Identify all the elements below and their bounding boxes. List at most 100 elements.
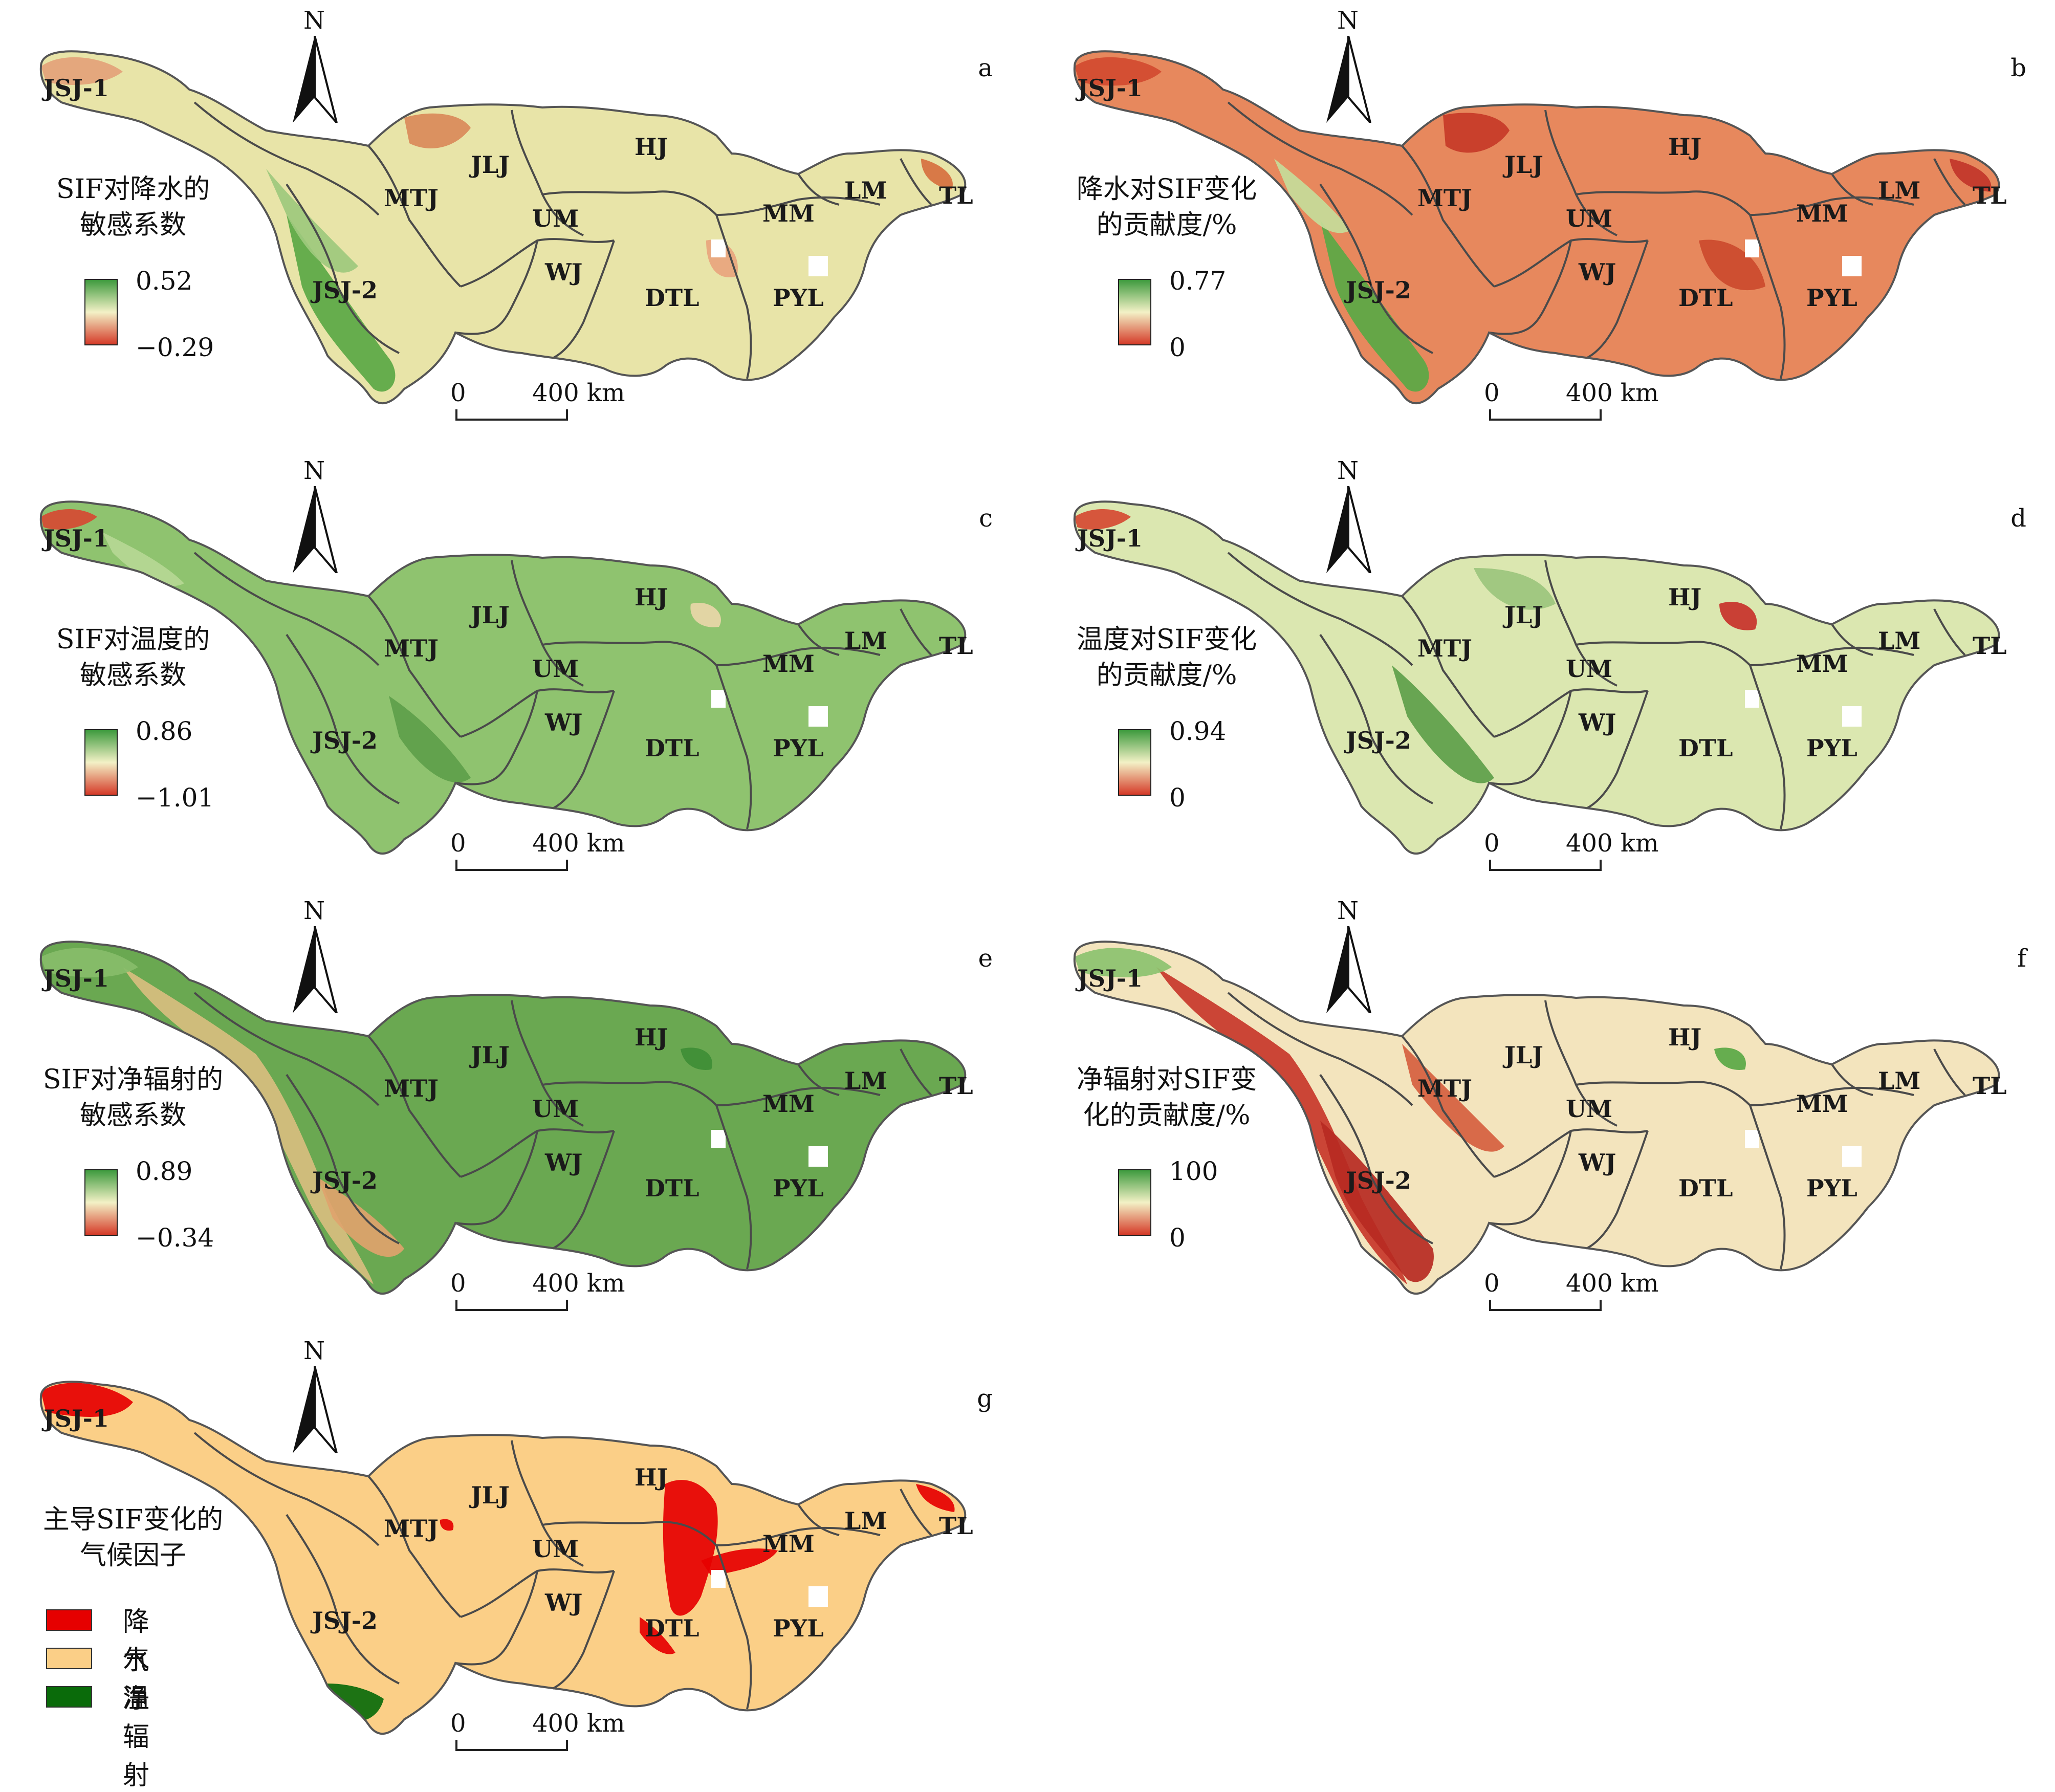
colorbar-min: −1.01 [136,783,214,813]
legend-label: 净辐射 [123,1684,150,1791]
north-arrow: N [1318,897,1379,1013]
basin-outline [39,1381,967,1735]
subbasin-boundary [1586,1130,1649,1250]
value-patch [1474,568,1556,610]
subbasin-boundary [286,183,400,354]
lake-gap [711,239,726,257]
basin-map [39,1381,967,1735]
value-patch [266,169,358,273]
region-label-um: UM [1566,655,1613,683]
value-patch [317,1177,404,1257]
panel-title-line: 敏感系数 [79,1100,186,1131]
subbasin-boundary [1319,183,1433,354]
region-label-dtl: DTL [1678,1174,1733,1202]
scale-bar-line [1489,860,1602,871]
subbasin-boundary [1749,214,1786,379]
scale-zero: 0 [450,1709,466,1738]
colorbar-max: 0.89 [136,1156,193,1186]
subbasin-boundary [552,690,615,810]
basin-fill [40,942,966,1294]
north-label: N [303,1337,325,1365]
region-label-jsj-2: JSJ-2 [1346,276,1411,304]
scale-zero: 0 [1484,379,1500,407]
value-patch [1075,57,1162,86]
region-label-jsj-2: JSJ-2 [312,727,378,754]
region-label-tl: TL [1973,182,2007,209]
scale-distance: 400 km [532,829,625,858]
value-patch [102,532,184,586]
lake-gap [1745,690,1759,708]
panel-title: 净辐射对SIF变 化的贡献度/% [1069,1062,1264,1133]
region-label-pyl: PYL [1806,284,1857,312]
subbasin-boundary [715,1105,752,1270]
basin-fill [40,1382,966,1734]
subbasin-boundary [552,1130,615,1250]
subbasin-boundary [1831,1063,1873,1096]
subbasin-boundary [1401,1035,1495,1178]
north-arrow-icon [1326,36,1371,123]
subbasin-boundary [1489,240,1572,335]
region-label-hj: HJ [1668,133,1702,161]
region-label-mtj: MTJ [1417,184,1472,212]
subbasin-boundary [716,1526,881,1546]
subbasin-boundary [455,240,538,335]
value-patch [1156,967,1407,1284]
region-label-wj: WJ [1579,258,1616,286]
scale-distance: 400 km [532,379,625,407]
region-label-mtj: MTJ [1417,635,1472,662]
value-patch [41,948,138,977]
panel-title: SIF对温度的 敏感系数 [36,622,230,693]
region-label-mm: MM [1796,200,1848,227]
scale-bar: 0 400 km [450,379,635,425]
region-label-jsj-1: JSJ-1 [43,74,109,102]
lake-gap [808,706,828,727]
legend-label: 气温 [123,1645,150,1714]
north-arrow-icon [293,926,338,1013]
subbasin-boundary [367,1035,462,1178]
subbasin-boundary [1749,1105,1786,1270]
region-label-tl: TL [939,1512,973,1540]
region-label-mm: MM [762,1090,815,1118]
value-patch [1320,220,1429,392]
panel-title: 主导SIF变化的 气候因子 [36,1502,230,1574]
north-arrow: N [1318,6,1379,123]
subbasin-boundary [367,1475,462,1618]
scale-bar: 0 400 km [450,1269,635,1315]
subbasin-boundary [1933,1048,1966,1096]
basin-outline [39,500,967,855]
subbasin-boundary [1831,623,1873,656]
basin-map [39,50,967,404]
basin-map [1073,941,2000,1295]
region-label-lm: LM [1878,177,1921,204]
subbasin-boundary [1489,1130,1572,1226]
map-panel-e: JSJ-1 JSJ-2 MTJ JLJ HJ UM WJ DTL PYL MM LM TL e N SIF对… [0,890,1013,1320]
subbasin-boundary [1749,665,1786,829]
basin-fill [1074,942,1999,1294]
panel-title-line: SIF对降水的 [56,174,210,205]
subbasin-boundary [1576,190,1751,216]
value-patch [389,696,471,782]
region-label-lm: LM [1878,627,1921,654]
subbasin-boundary [1586,240,1649,359]
region-label-jsj-2: JSJ-2 [312,1607,378,1634]
scale-bar: 0 400 km [1484,829,1668,875]
panel-letter: c [979,504,993,533]
basin-map [1073,500,2000,855]
value-patch [41,57,123,85]
north-arrow-icon [293,36,338,123]
panel-title-line: 温度对SIF变化 [1076,624,1257,655]
basin-outline [1073,941,2000,1295]
map-panel-b: JSJ-1 JSJ-2 MTJ JLJ HJ UM WJ DTL PYL MM LM TL b N 降水对S… [1034,0,2047,430]
legend-swatch [46,1686,92,1708]
value-patch [1950,159,1992,192]
panel-letter: a [978,54,993,82]
subbasin-boundary [1227,101,1413,216]
colorbar-min: −0.29 [136,333,214,362]
subbasin-boundary [1227,552,1413,666]
subbasin-boundary [900,1489,932,1536]
region-label-mm: MM [762,200,815,227]
subbasin-boundary [1750,646,1914,666]
region-label-hj: HJ [635,1463,668,1491]
region-label-mtj: MTJ [384,184,439,212]
subbasin-boundary [1401,595,1495,738]
